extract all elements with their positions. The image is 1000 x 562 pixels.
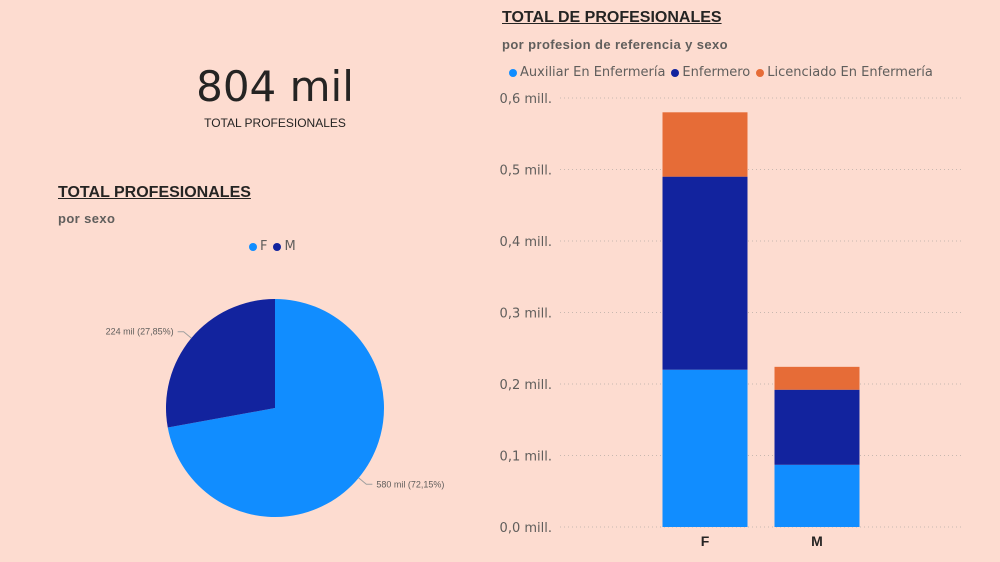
pie-legend-label-m: M (284, 239, 296, 254)
bar-segment-m-2[interactable] (774, 366, 860, 390)
kpi-value: 804 mil (196, 62, 354, 111)
y-tick-label: 0,4 mill. (500, 235, 552, 250)
bar-segment-m-1[interactable] (774, 389, 860, 465)
bar-segment-f-2[interactable] (662, 112, 748, 177)
y-tick-label: 0,0 mill. (500, 521, 552, 536)
pie-leader-line-f (358, 477, 373, 485)
pie-leader-line-m (177, 331, 192, 339)
pie-legend-item-f[interactable]: F (249, 239, 267, 254)
pie-slice-m[interactable] (166, 299, 275, 428)
bar-legend-item-auxiliar[interactable]: Auxiliar En Enfermería (509, 65, 665, 80)
pie-data-label-f: 580 mil (72,15%) (376, 479, 444, 489)
y-tick-label: 0,5 mill. (500, 164, 552, 179)
y-tick-label: 0,3 mill. (500, 307, 552, 322)
bar-legend-label-enfermero: Enfermero (682, 65, 751, 80)
bar-chart-subtitle: por profesion de referencia y sexo (502, 37, 729, 52)
pie-data-label-m: 224 mil (27,85%) (106, 327, 174, 337)
y-tick-label: 0,1 mill. (500, 450, 552, 465)
y-tick-label: 0,2 mill. (500, 378, 552, 393)
kpi-label: TOTAL PROFESIONALES (204, 116, 346, 130)
bar-legend-label-licenciado: Licenciado En Enfermería (767, 65, 933, 80)
pie-legend: F M (249, 239, 302, 254)
y-tick-label: 0,6 mill. (500, 92, 552, 107)
x-tick-label: F (701, 533, 710, 549)
legend-dot-icon (756, 68, 765, 77)
legend-dot-icon (273, 242, 282, 251)
pie-legend-label-f: F (260, 239, 268, 254)
bar-segment-m-0[interactable] (774, 464, 860, 527)
legend-dot-icon (509, 68, 517, 77)
x-tick-label: M (811, 533, 823, 549)
bar-chart-title: TOTAL DE PROFESIONALES (502, 9, 722, 26)
pie-legend-item-m[interactable]: M (273, 239, 296, 254)
bar-segment-f-0[interactable] (662, 369, 748, 527)
legend-dot-icon (249, 242, 257, 251)
bar-segment-f-1[interactable] (662, 176, 748, 370)
bar-legend-item-licenciado[interactable]: Licenciado En Enfermería (756, 65, 933, 80)
bar-legend: Auxiliar En Enfermería Enfermero Licenci… (509, 65, 939, 80)
bar-legend-label-auxiliar: Auxiliar En Enfermería (520, 65, 666, 80)
bar-legend-item-enfermero[interactable]: Enfermero (671, 65, 750, 80)
legend-dot-icon (671, 68, 680, 77)
pie-chart-subtitle: por sexo (58, 211, 116, 226)
pie-slice-f[interactable] (167, 299, 384, 517)
pie-chart-title: TOTAL PROFESIONALES (58, 184, 251, 201)
